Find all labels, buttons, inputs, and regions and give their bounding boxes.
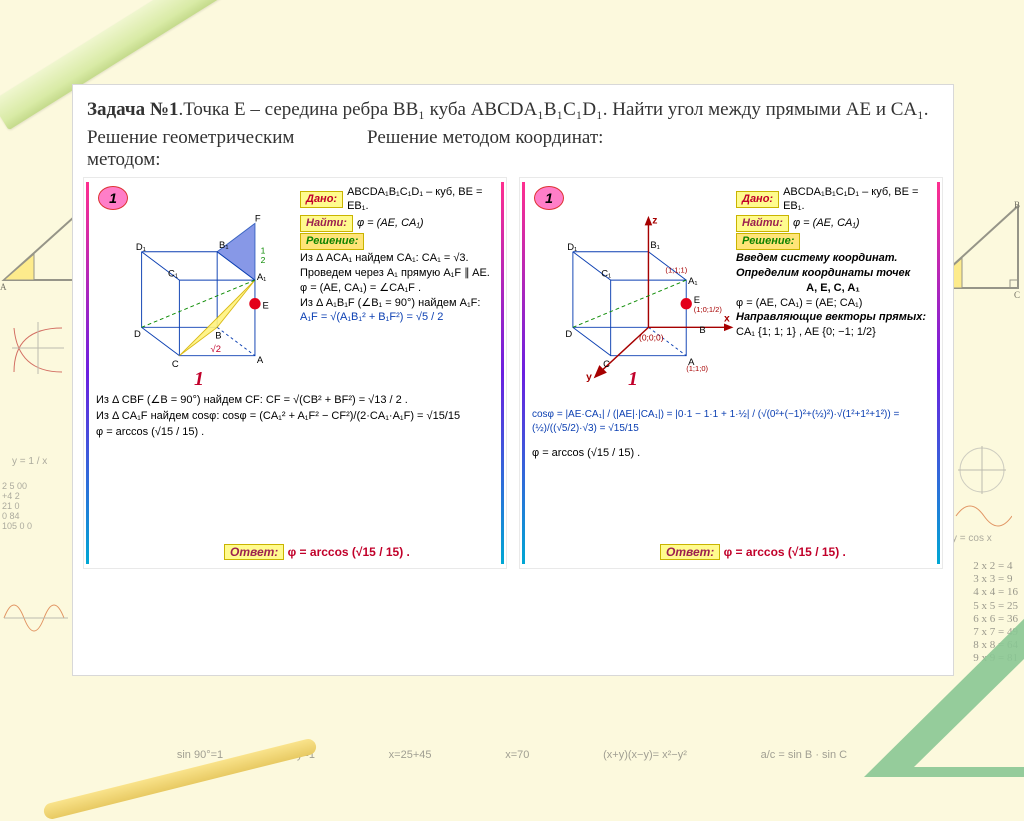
slide-number-2: 1 — [534, 186, 564, 210]
svg-text:z: z — [652, 215, 657, 226]
svg-text:B: B — [699, 325, 705, 336]
svg-text:1: 1 — [261, 245, 266, 255]
problem-title: Задача №1 — [87, 99, 178, 120]
svg-text:C: C — [1014, 290, 1020, 300]
svg-text:A₁: A₁ — [257, 272, 266, 283]
solution-slides: 1 1 D₁ B₁ C₁ A₁ — [73, 177, 953, 569]
cube-diagram-coordinate: z x y D₁B₁ C₁A₁ DB (0;0;0) CA (1;1;1) (1… — [544, 214, 734, 384]
label-answer: Ответ: — [224, 544, 284, 560]
graph-trig-right: y = cos x — [952, 440, 1012, 544]
svg-text:B₁: B₁ — [650, 240, 659, 251]
content-panel: Задача №1.Точка E – середина ребра BB₁ к… — [72, 84, 954, 676]
answer-box-2: Ответ: φ = arccos (√15 / 15) . — [660, 544, 846, 560]
solution-lower-2: cosφ = |AE·CA₁| / (|AE|·|CA₁|) = |0·1 − … — [532, 408, 930, 462]
svg-text:C: C — [603, 359, 610, 370]
svg-text:x: x — [724, 313, 730, 324]
label-find: Найти: — [300, 215, 353, 232]
svg-text:(1;1;0): (1;1;0) — [686, 363, 708, 372]
slide-geometric: 1 1 D₁ B₁ C₁ A₁ — [83, 177, 507, 569]
svg-text:B₁: B₁ — [219, 240, 228, 251]
scratch-numbers: 2 5 00+4 221 00 84105 0 0 — [2, 482, 32, 531]
answer-box-1: Ответ: φ = arccos (√15 / 15) . — [224, 544, 410, 560]
method-geometric: Решение геометрическим методом: — [87, 127, 367, 171]
equation-1overx: y = 1 / x — [12, 456, 47, 467]
method-headers: Решение геометрическим методом: Решение … — [73, 123, 953, 177]
svg-text:C: C — [172, 359, 179, 370]
svg-text:B: B — [215, 330, 221, 341]
svg-text:(1;1;1): (1;1;1) — [665, 265, 687, 274]
label-given: Дано: — [300, 191, 343, 208]
graph-sine — [2, 588, 70, 651]
cube-diagram-geometric: D₁ B₁ C₁ A₁ D B C A F 12 √2 E — [108, 214, 298, 384]
svg-text:E: E — [263, 300, 269, 311]
solution-text-2: Дано:ABCDA₁B₁C₁D₁ – куб, BE = EB₁. Найти… — [736, 184, 930, 340]
slide-number-1: 1 — [98, 186, 128, 210]
svg-text:F: F — [255, 214, 261, 225]
svg-text:C₁: C₁ — [601, 268, 611, 279]
svg-text:C₁: C₁ — [168, 268, 178, 279]
svg-text:A: A — [0, 282, 7, 290]
svg-text:y: y — [586, 372, 592, 383]
svg-text:E: E — [694, 294, 700, 305]
svg-text:√2: √2 — [211, 344, 221, 355]
svg-text:A₁: A₁ — [688, 276, 697, 287]
svg-text:B: B — [1014, 200, 1020, 210]
equation-ycosx: y = cos x — [952, 533, 1012, 544]
method-coordinate: Решение методом координат: — [367, 127, 603, 171]
svg-text:(0;0;0): (0;0;0) — [639, 332, 664, 342]
problem-statement: Задача №1.Точка E – середина ребра BB₁ к… — [73, 85, 953, 123]
svg-text:(1;0;1/2): (1;0;1/2) — [694, 305, 723, 314]
solution-lower-1: Из Δ CBF (∠B = 90°) найдем CF: CF = √(CB… — [96, 392, 494, 441]
solution-text-1: Дано:ABCDA₁B₁C₁D₁ – куб, BE = EB₁. Найти… — [300, 184, 494, 326]
svg-text:D: D — [565, 328, 572, 339]
problem-text: .Точка E – середина ребра BB₁ куба ABCDA… — [178, 99, 928, 120]
label-solution: Решение: — [300, 233, 364, 250]
svg-text:D₁: D₁ — [567, 242, 577, 253]
graph-hyperbola — [8, 318, 68, 381]
svg-text:A: A — [257, 355, 264, 366]
svg-text:D: D — [134, 328, 141, 339]
svg-text:2: 2 — [261, 255, 266, 265]
slide-coordinate: 1 1 z x y D₁B₁ C₁A₁ DB — [519, 177, 943, 569]
svg-text:D₁: D₁ — [136, 242, 146, 253]
